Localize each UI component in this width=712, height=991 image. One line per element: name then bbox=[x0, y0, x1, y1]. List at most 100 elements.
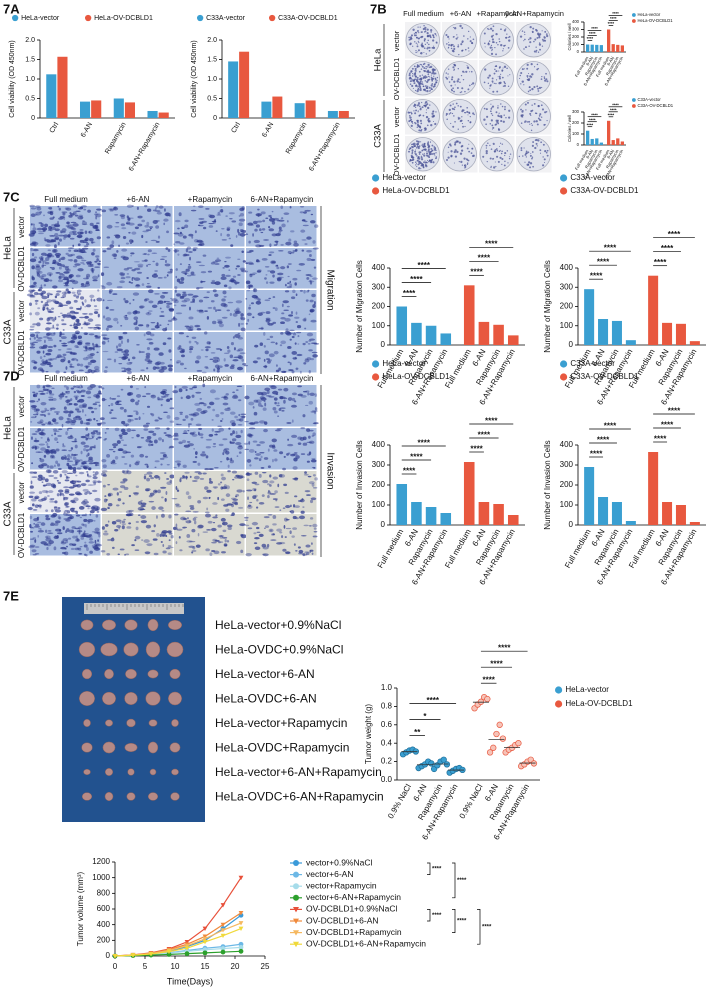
stained-cell bbox=[71, 526, 75, 529]
stained-cell bbox=[253, 441, 258, 443]
stained-cell bbox=[38, 391, 44, 392]
stained-cell bbox=[259, 502, 265, 505]
stained-cell bbox=[146, 353, 151, 356]
colony bbox=[417, 44, 418, 45]
stained-cell bbox=[111, 403, 114, 406]
colony bbox=[415, 50, 416, 51]
stained-cell bbox=[255, 453, 261, 456]
colony bbox=[421, 42, 423, 44]
tumor bbox=[81, 620, 93, 630]
colony bbox=[419, 115, 421, 117]
stained-cell bbox=[47, 533, 53, 534]
stained-cell bbox=[59, 340, 62, 342]
stained-cell bbox=[181, 397, 183, 400]
legend-marker bbox=[632, 13, 636, 17]
legend-marker bbox=[293, 860, 299, 866]
stained-cell bbox=[77, 400, 80, 402]
bar bbox=[648, 276, 658, 345]
stained-cell bbox=[273, 477, 279, 480]
stained-cell bbox=[170, 359, 172, 360]
stained-cell bbox=[109, 244, 114, 248]
significance-label: **** bbox=[498, 644, 511, 653]
colony bbox=[495, 70, 497, 72]
stained-cell bbox=[292, 290, 295, 293]
stained-cell bbox=[269, 385, 275, 387]
bar bbox=[595, 138, 598, 145]
stained-cell bbox=[58, 349, 62, 351]
stained-cell bbox=[141, 437, 144, 438]
stained-cell bbox=[272, 446, 276, 449]
stained-cell bbox=[259, 474, 262, 478]
stained-cell bbox=[193, 431, 196, 433]
stained-cell bbox=[287, 265, 289, 268]
stained-cell bbox=[169, 447, 171, 449]
stained-cell bbox=[213, 289, 217, 292]
stained-cell bbox=[121, 389, 124, 391]
stained-cell bbox=[94, 408, 97, 410]
y-tick-label: 200 bbox=[97, 935, 111, 944]
stained-cell bbox=[93, 299, 95, 302]
x-tick-label: 6-AN+Rapamycin bbox=[308, 121, 342, 172]
colony bbox=[445, 34, 447, 36]
colony bbox=[452, 87, 454, 89]
stained-cell bbox=[305, 341, 308, 343]
colony bbox=[418, 41, 419, 42]
colony bbox=[429, 76, 430, 77]
colony bbox=[431, 84, 433, 86]
stained-cell bbox=[277, 277, 282, 280]
stained-cell bbox=[246, 281, 250, 285]
stained-cell bbox=[266, 339, 270, 340]
stained-cell bbox=[128, 232, 130, 234]
stained-cell bbox=[223, 304, 227, 308]
stained-cell bbox=[144, 333, 146, 336]
colony bbox=[508, 47, 510, 49]
colony bbox=[507, 150, 508, 151]
x-tick-label: Full medium bbox=[563, 527, 593, 570]
stained-cell bbox=[146, 312, 152, 315]
stained-cell bbox=[59, 416, 64, 420]
stained-cell bbox=[303, 443, 308, 446]
colony bbox=[470, 122, 471, 123]
stained-cell bbox=[295, 455, 299, 459]
stained-cell bbox=[95, 464, 97, 466]
column-header: Full medium bbox=[44, 195, 88, 204]
stained-cell bbox=[221, 477, 226, 481]
stained-cell bbox=[79, 472, 85, 474]
stained-cell bbox=[308, 436, 311, 439]
stained-cell bbox=[302, 414, 305, 417]
stained-cell bbox=[107, 247, 112, 250]
colony bbox=[426, 76, 428, 78]
stained-cell bbox=[36, 409, 40, 412]
colony bbox=[423, 85, 425, 87]
stained-cell bbox=[257, 357, 261, 359]
stained-cell bbox=[191, 529, 195, 533]
stained-cell bbox=[73, 205, 77, 208]
stained-cell bbox=[94, 305, 97, 307]
stained-cell bbox=[32, 392, 35, 393]
stained-cell bbox=[282, 549, 286, 552]
colony bbox=[539, 149, 541, 151]
colony bbox=[500, 103, 501, 104]
stained-cell bbox=[275, 393, 278, 394]
stained-cell bbox=[277, 415, 279, 417]
stained-cell bbox=[36, 452, 41, 453]
colony bbox=[504, 106, 506, 108]
stained-cell bbox=[228, 465, 230, 468]
stained-cell bbox=[281, 217, 283, 219]
stained-cell bbox=[243, 490, 245, 492]
colony bbox=[418, 37, 420, 39]
column-header: +6-AN bbox=[127, 374, 150, 383]
colony bbox=[539, 33, 541, 35]
stained-cell bbox=[248, 241, 250, 244]
stained-cell bbox=[77, 411, 81, 413]
colony bbox=[411, 80, 412, 81]
stained-cell bbox=[145, 489, 149, 491]
colony bbox=[535, 46, 536, 47]
bar bbox=[591, 45, 594, 52]
stained-cell bbox=[302, 239, 307, 241]
colony bbox=[458, 54, 459, 55]
significance-label: **** bbox=[485, 416, 498, 425]
colony bbox=[482, 156, 484, 158]
stained-cell bbox=[161, 396, 166, 397]
